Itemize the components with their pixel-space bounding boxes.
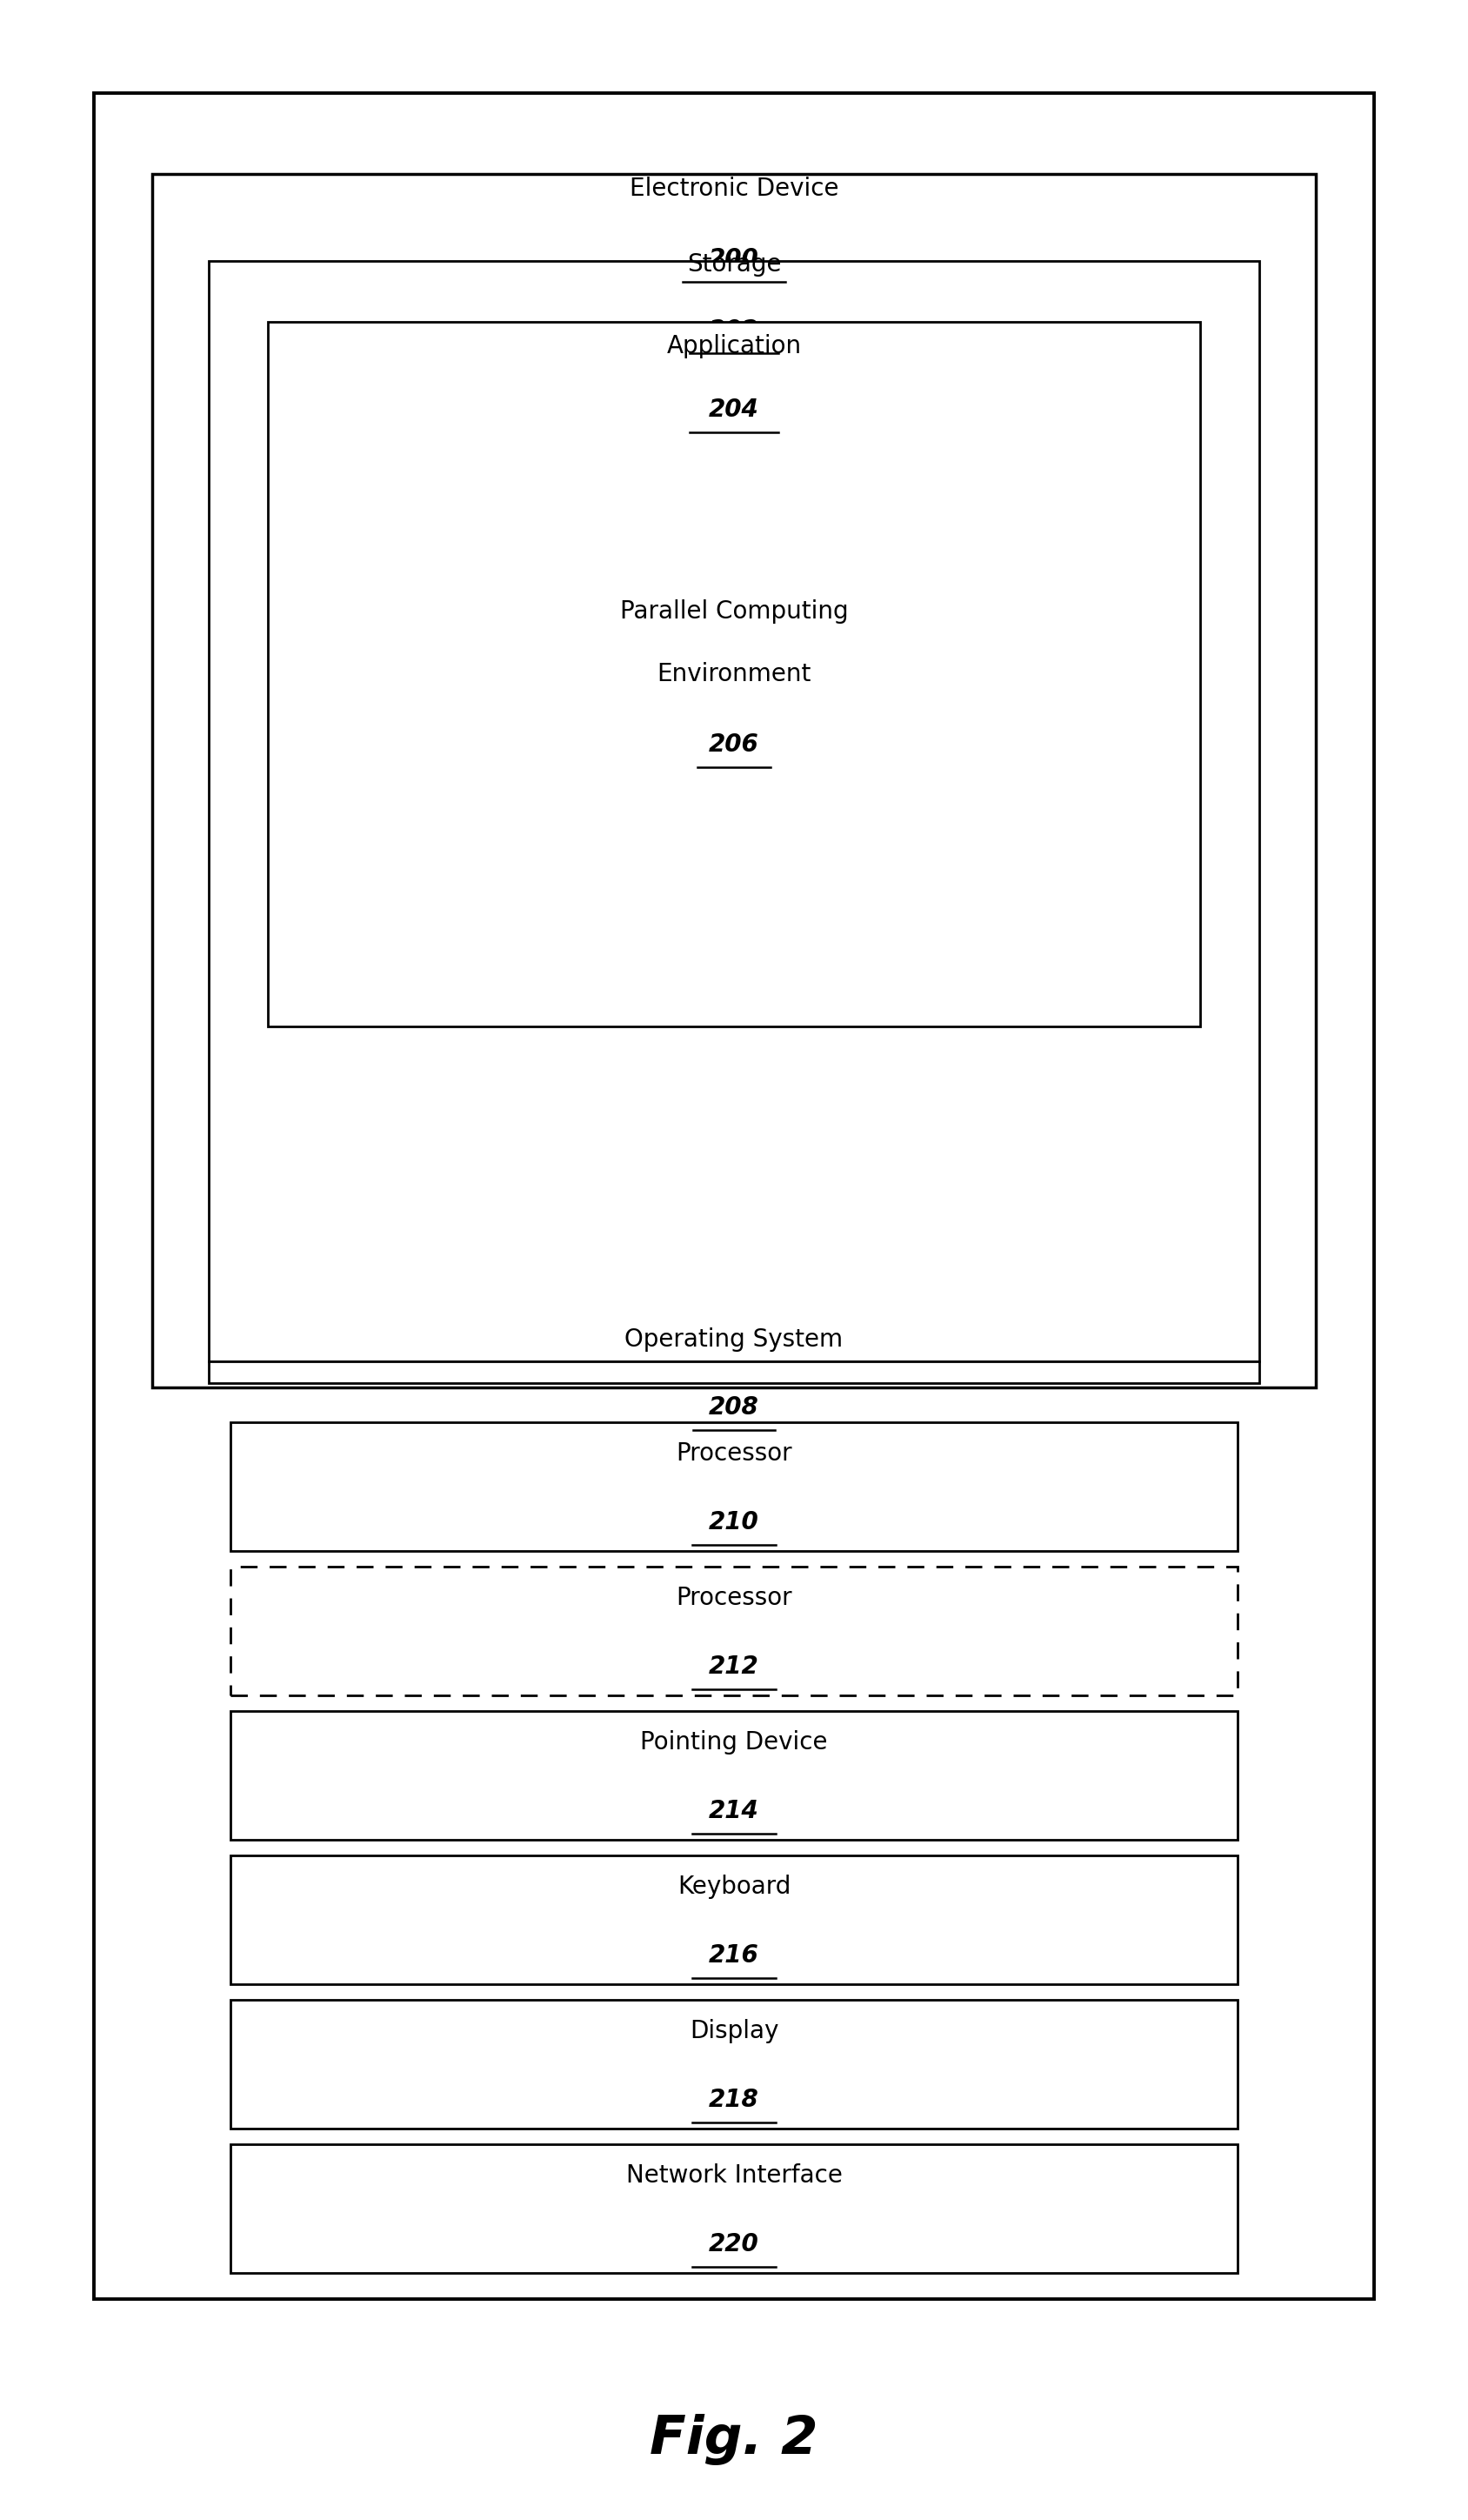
Text: 218: 218 <box>709 2087 759 2112</box>
Text: Keyboard: Keyboard <box>677 1875 791 1900</box>
Text: 216: 216 <box>709 1943 759 1968</box>
Text: 212: 212 <box>709 1653 759 1678</box>
Text: Environment: Environment <box>656 663 812 685</box>
Text: 220: 220 <box>709 2233 759 2255</box>
Text: Application: Application <box>666 335 802 358</box>
Bar <box>230 1711 1238 1840</box>
Text: Processor: Processor <box>675 1585 793 1610</box>
Text: Storage: Storage <box>687 252 781 277</box>
Text: Parallel Computing: Parallel Computing <box>619 600 849 622</box>
Bar <box>230 1855 1238 1983</box>
Text: Operating System: Operating System <box>625 1328 843 1351</box>
Text: Pointing Device: Pointing Device <box>640 1731 828 1754</box>
Text: Electronic Device: Electronic Device <box>630 176 838 202</box>
Text: Fig. 2: Fig. 2 <box>650 2414 818 2465</box>
Text: 202: 202 <box>709 318 759 343</box>
Text: Display: Display <box>690 2019 778 2044</box>
Text: Processor: Processor <box>675 1441 793 1467</box>
Text: 208: 208 <box>709 1396 759 1419</box>
Bar <box>153 174 1315 1389</box>
Bar <box>230 1567 1238 1696</box>
Bar <box>267 323 1201 1026</box>
Text: 206: 206 <box>709 733 759 756</box>
Bar <box>230 2001 1238 2129</box>
Text: 200: 200 <box>709 247 759 272</box>
Bar <box>208 1361 1260 1383</box>
Bar <box>230 2145 1238 2273</box>
Bar <box>208 262 1260 1361</box>
Bar <box>230 1421 1238 1550</box>
Text: Network Interface: Network Interface <box>625 2165 843 2187</box>
Text: 204: 204 <box>709 398 759 421</box>
Text: 214: 214 <box>709 1799 759 1822</box>
Text: 210: 210 <box>709 1509 759 1535</box>
Bar <box>94 93 1374 2298</box>
